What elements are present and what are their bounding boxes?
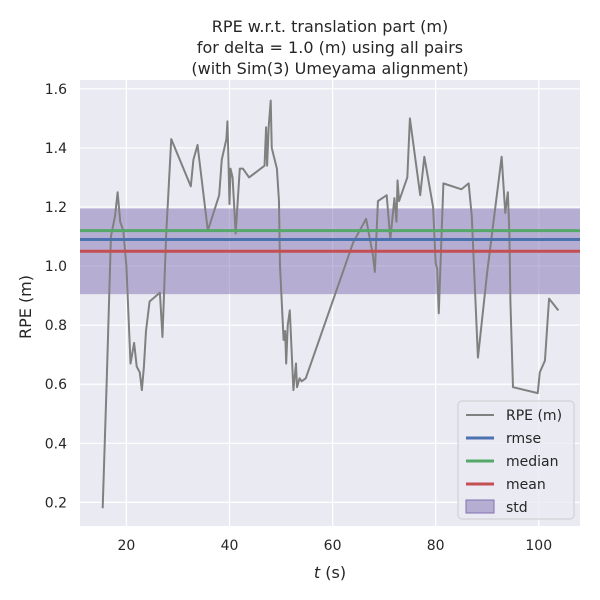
chart-title-line-1: RPE w.r.t. translation part (m) — [212, 17, 448, 36]
x-tick-label: 60 — [324, 538, 342, 554]
x-axis-label: t (s) — [314, 563, 346, 582]
legend-label-rpe: RPE (m) — [506, 408, 562, 424]
x-tick-labels: 20 40 60 80 100 — [117, 538, 552, 554]
y-tick-label: 1.0 — [45, 259, 67, 275]
x-tick-label: 40 — [221, 538, 239, 554]
chart-title-line-3: (with Sim(3) Umeyama alignment) — [191, 59, 468, 78]
y-tick-label: 1.2 — [45, 200, 67, 216]
legend-label-std: std — [506, 500, 528, 516]
y-tick-label: 0.2 — [45, 495, 67, 511]
legend: RPE (m) rmse median mean std — [457, 400, 575, 520]
x-axis-label-var: t — [314, 563, 321, 582]
chart-title-line-2: for delta = 1.0 (m) using all pairs — [197, 38, 463, 57]
series-layer — [101, 99, 560, 509]
y-tick-label: 0.4 — [45, 436, 67, 452]
legend-label-mean: mean — [506, 477, 546, 493]
y-axis-label: RPE (m) — [16, 275, 35, 339]
y-tick-labels: 0.2 0.4 0.6 0.8 1.0 1.2 1.4 1.6 — [45, 82, 67, 512]
y-tick-label: 1.6 — [45, 82, 67, 98]
legend-swatch-std — [465, 499, 495, 514]
stat-layer — [80, 229, 580, 253]
x-axis-label-unit: (s) — [320, 563, 346, 582]
y-tick-label: 0.8 — [45, 318, 67, 334]
x-tick-label: 80 — [427, 538, 445, 554]
legend-box — [457, 400, 575, 520]
legend-label-median: median — [506, 454, 558, 470]
x-tick-label: 20 — [117, 538, 135, 554]
series-line-rpe — [101, 99, 560, 509]
legend-label-rmse: rmse — [506, 431, 541, 447]
y-tick-label: 1.4 — [45, 141, 67, 157]
y-tick-label: 0.6 — [45, 377, 67, 393]
x-tick-label: 100 — [525, 538, 552, 554]
